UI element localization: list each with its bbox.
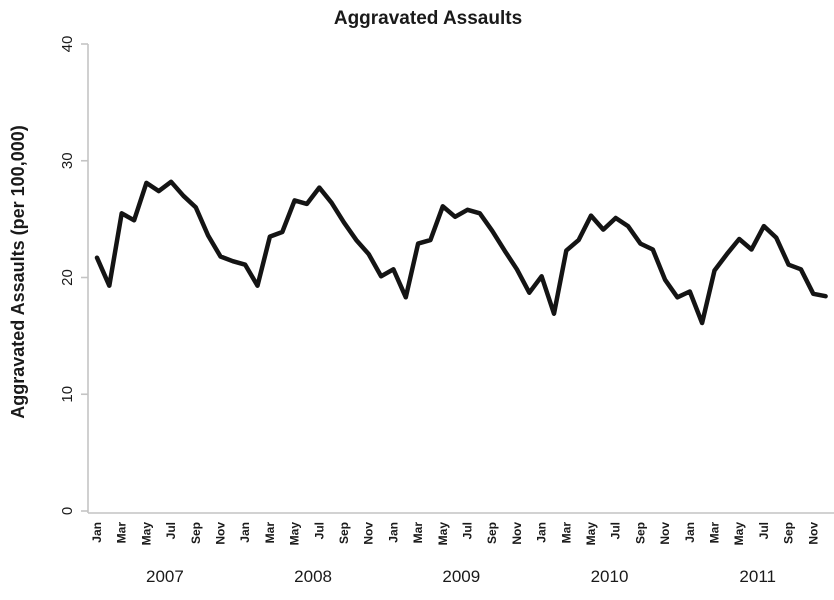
year-label: 2011 <box>739 567 776 586</box>
year-label: 2007 <box>146 567 184 586</box>
x-tick-label: Mar <box>115 522 129 544</box>
x-tick-label: May <box>436 522 450 546</box>
x-tick-label: Jul <box>609 522 623 539</box>
y-tick-label: 20 <box>59 269 76 286</box>
y-tick-label: 10 <box>59 386 76 403</box>
x-tick-label: Nov <box>510 522 524 545</box>
x-tick-label: Jan <box>238 522 252 543</box>
y-tick-label: 40 <box>59 36 76 53</box>
data-line-aggravated-assaults <box>94 179 828 326</box>
x-tick-label: Sep <box>189 522 203 544</box>
x-tick-label: Jul <box>312 522 326 539</box>
x-tick-label: May <box>584 522 598 546</box>
chart-title: Aggravated Assaults <box>334 8 522 29</box>
year-label: 2010 <box>591 567 629 586</box>
x-tick-label: Mar <box>263 522 277 544</box>
x-tick-label: Mar <box>708 522 722 544</box>
x-tick-label: Nov <box>362 522 376 545</box>
x-tick-label: Jan <box>386 522 400 543</box>
x-tick-label: Mar <box>559 522 573 544</box>
x-tick-label: Nov <box>806 522 820 545</box>
year-label: 2008 <box>294 567 332 586</box>
x-tick-label: Jul <box>164 522 178 539</box>
x-tick-label: Nov <box>214 522 228 545</box>
x-tick-label: Nov <box>658 522 672 545</box>
plot-area: 0 10 20 30 40 Jan Mar May Jul Sep Nov 2007 Jan Mar May… <box>59 36 834 586</box>
x-tick-label: Sep <box>337 522 351 544</box>
x-tick-label: Jan <box>683 522 697 543</box>
x-tick-label: Sep <box>485 522 499 544</box>
x-tick-label: Jul <box>757 522 771 539</box>
x-tick-label: Jan <box>535 522 549 543</box>
x-tick-label: May <box>288 522 302 546</box>
x-tick-label: May <box>139 522 153 546</box>
y-tick-label: 30 <box>59 152 76 169</box>
x-tick-label: Sep <box>782 522 796 544</box>
y-tick-label: 0 <box>59 507 76 515</box>
x-tick-label: Jan <box>90 522 104 543</box>
y-axis-title: Aggravated Assaults (per 100,000) <box>8 125 28 418</box>
x-tick-label: Jul <box>461 522 475 539</box>
year-label: 2009 <box>442 567 480 586</box>
x-tick-label: Mar <box>411 522 425 544</box>
x-tick-label: Sep <box>633 522 647 544</box>
x-tick-label: May <box>732 522 746 546</box>
